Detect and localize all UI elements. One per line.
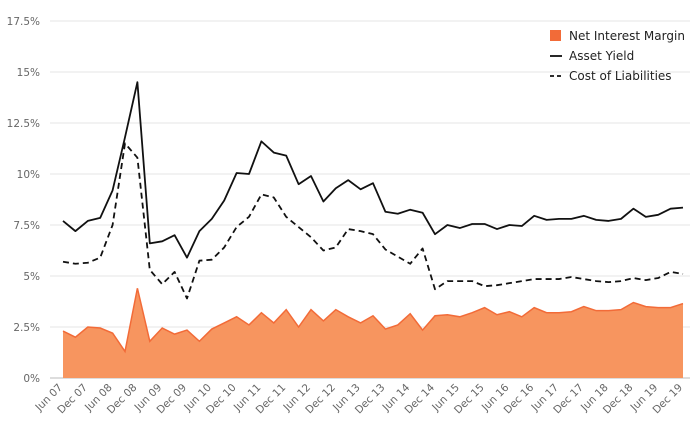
series-lines	[62, 81, 684, 300]
y-tick-label: 17.5%	[7, 16, 40, 28]
y-tick-label: 10%	[17, 169, 40, 181]
legend-label: Cost of Liabilities	[569, 69, 672, 83]
gridlines	[50, 20, 690, 379]
y-tick-label: 5%	[23, 271, 40, 283]
y-tick-label: 0%	[23, 373, 40, 385]
legend-swatch-net-interest-margin	[550, 30, 561, 41]
y-tick-label: 12.5%	[7, 118, 40, 130]
asset-yield-line	[62, 81, 684, 259]
y-tick-label: 2.5%	[13, 322, 40, 334]
legend-label: Net Interest Margin	[569, 29, 685, 43]
net-interest-margin-fill	[63, 288, 683, 378]
net-interest-margin-line	[62, 288, 684, 354]
y-axis-ticks: 0% 2.5% 5% 7.5% 10% 12.5% 15% 17.5%	[7, 16, 40, 385]
legend: Net Interest Margin Asset Yield Cost of Li…	[550, 29, 685, 83]
cost-of-liabilities-line	[62, 142, 684, 300]
y-tick-label: 15%	[17, 67, 40, 79]
net-interest-margin-area	[62, 288, 684, 378]
y-tick-label: 7.5%	[13, 220, 40, 232]
legend-label: Asset Yield	[569, 49, 634, 63]
